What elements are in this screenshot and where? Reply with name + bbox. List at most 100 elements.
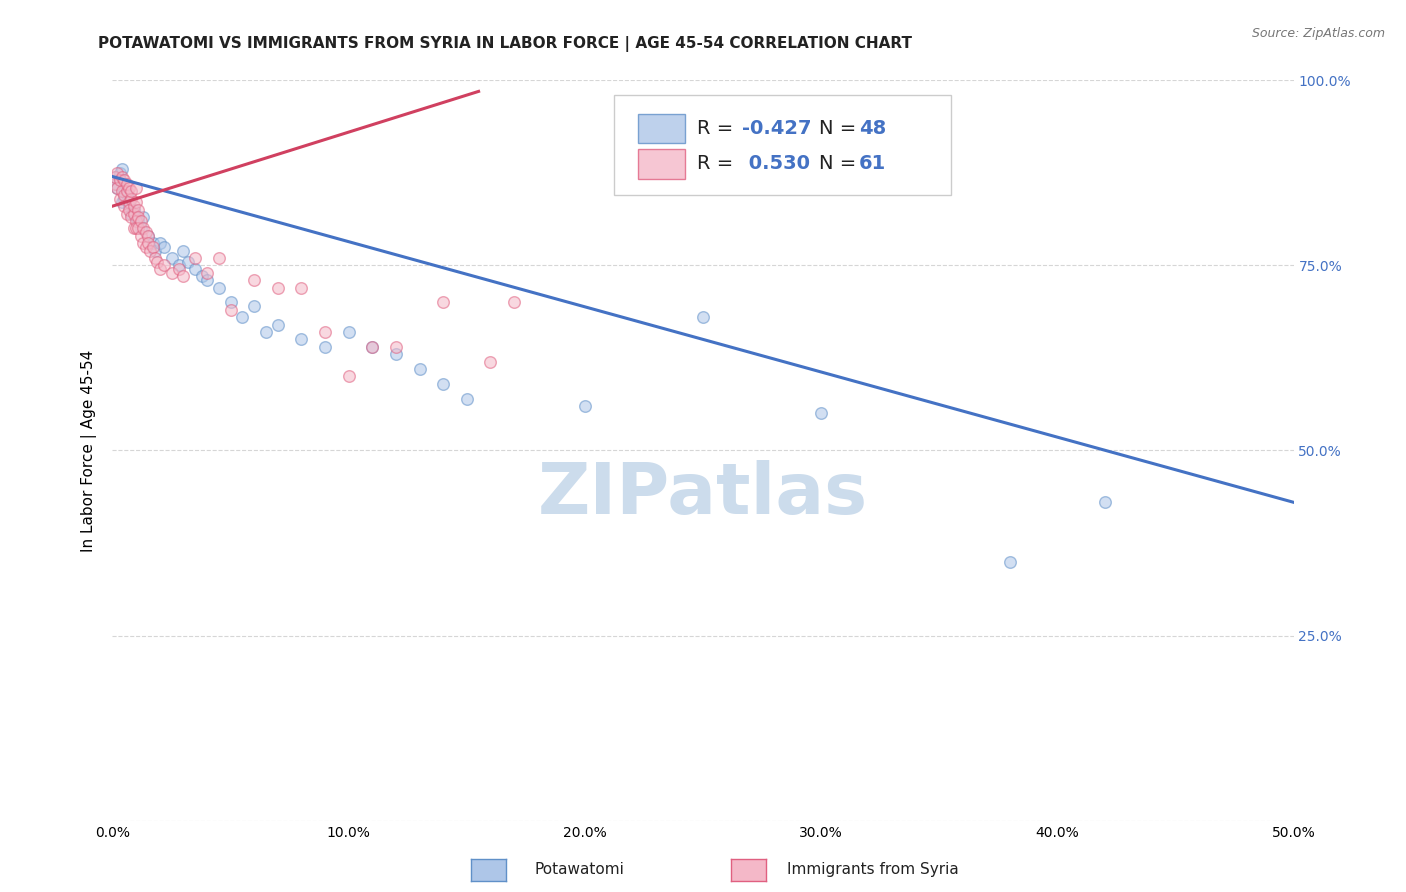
Text: POTAWATOMI VS IMMIGRANTS FROM SYRIA IN LABOR FORCE | AGE 45-54 CORRELATION CHART: POTAWATOMI VS IMMIGRANTS FROM SYRIA IN L… <box>98 36 912 52</box>
Point <box>290 332 312 346</box>
Point <box>267 318 290 332</box>
Point <box>122 202 145 217</box>
Point <box>129 228 152 243</box>
Point <box>479 354 502 368</box>
Point <box>112 199 135 213</box>
Point <box>810 407 832 421</box>
Point <box>118 180 141 194</box>
Text: 61: 61 <box>859 154 886 173</box>
Point <box>314 340 336 354</box>
Point <box>127 221 149 235</box>
Point <box>146 254 169 268</box>
Point <box>361 340 384 354</box>
Point <box>456 392 478 406</box>
Point <box>135 240 157 254</box>
Point <box>337 325 360 339</box>
Point <box>111 162 134 177</box>
Y-axis label: In Labor Force | Age 45-54: In Labor Force | Age 45-54 <box>80 350 97 551</box>
Point <box>111 195 134 210</box>
Text: N =: N = <box>818 119 862 138</box>
Point <box>115 184 138 198</box>
Point <box>998 555 1021 569</box>
Point <box>184 262 207 277</box>
Point <box>115 177 138 191</box>
Point <box>408 362 430 376</box>
Point <box>243 273 266 287</box>
Point <box>129 221 152 235</box>
Point <box>120 184 142 198</box>
Text: ZIPatlas: ZIPatlas <box>538 460 868 529</box>
Text: N =: N = <box>818 154 862 173</box>
Point <box>136 236 159 251</box>
Point <box>361 340 384 354</box>
Point <box>104 177 127 191</box>
Point <box>143 244 166 258</box>
Point <box>115 206 138 220</box>
Point <box>167 262 190 277</box>
Point <box>135 225 157 239</box>
Text: Source: ZipAtlas.com: Source: ZipAtlas.com <box>1251 27 1385 40</box>
Point <box>108 166 131 180</box>
Point <box>243 299 266 313</box>
Point <box>112 184 135 198</box>
Point <box>177 254 200 268</box>
Point <box>108 192 131 206</box>
Point <box>120 206 142 220</box>
Point <box>432 376 454 391</box>
Point <box>104 169 127 184</box>
Point <box>120 211 142 225</box>
Point <box>118 195 141 210</box>
Point <box>105 177 128 191</box>
Point <box>267 280 290 294</box>
Point <box>208 251 231 265</box>
Point <box>104 169 127 184</box>
Point <box>337 369 360 384</box>
Point <box>122 199 145 213</box>
Text: Potawatomi: Potawatomi <box>534 863 624 877</box>
Point <box>112 173 135 187</box>
Point <box>184 251 207 265</box>
Point <box>108 173 131 187</box>
Point <box>132 211 155 225</box>
Point <box>125 180 148 194</box>
Point <box>172 269 194 284</box>
Point <box>153 259 176 273</box>
Point <box>125 214 148 228</box>
Point <box>160 251 183 265</box>
FancyBboxPatch shape <box>638 113 685 144</box>
Point <box>115 188 138 202</box>
Point <box>191 269 214 284</box>
Point <box>112 192 135 206</box>
Point <box>385 340 408 354</box>
Point <box>136 228 159 243</box>
Text: Immigrants from Syria: Immigrants from Syria <box>787 863 959 877</box>
Point <box>142 240 165 254</box>
Point <box>142 236 165 251</box>
Point <box>385 347 408 361</box>
Point <box>692 310 714 325</box>
Text: R =: R = <box>697 154 740 173</box>
Point <box>432 295 454 310</box>
Point <box>143 251 166 265</box>
Point <box>118 202 141 217</box>
Text: 0.530: 0.530 <box>742 154 810 173</box>
Point <box>105 180 128 194</box>
Point <box>122 206 145 220</box>
FancyBboxPatch shape <box>614 95 950 195</box>
Point <box>160 266 183 280</box>
Point <box>149 262 172 277</box>
Text: -0.427: -0.427 <box>742 119 811 138</box>
Point <box>195 266 218 280</box>
Point <box>125 211 148 225</box>
Point <box>129 214 152 228</box>
Text: 48: 48 <box>859 119 886 138</box>
Point <box>127 202 149 217</box>
Point <box>118 199 141 213</box>
Point <box>125 195 148 210</box>
FancyBboxPatch shape <box>638 149 685 178</box>
Point <box>503 295 526 310</box>
Point <box>105 166 128 180</box>
Point <box>290 280 312 294</box>
Text: R =: R = <box>697 119 740 138</box>
Point <box>132 221 155 235</box>
